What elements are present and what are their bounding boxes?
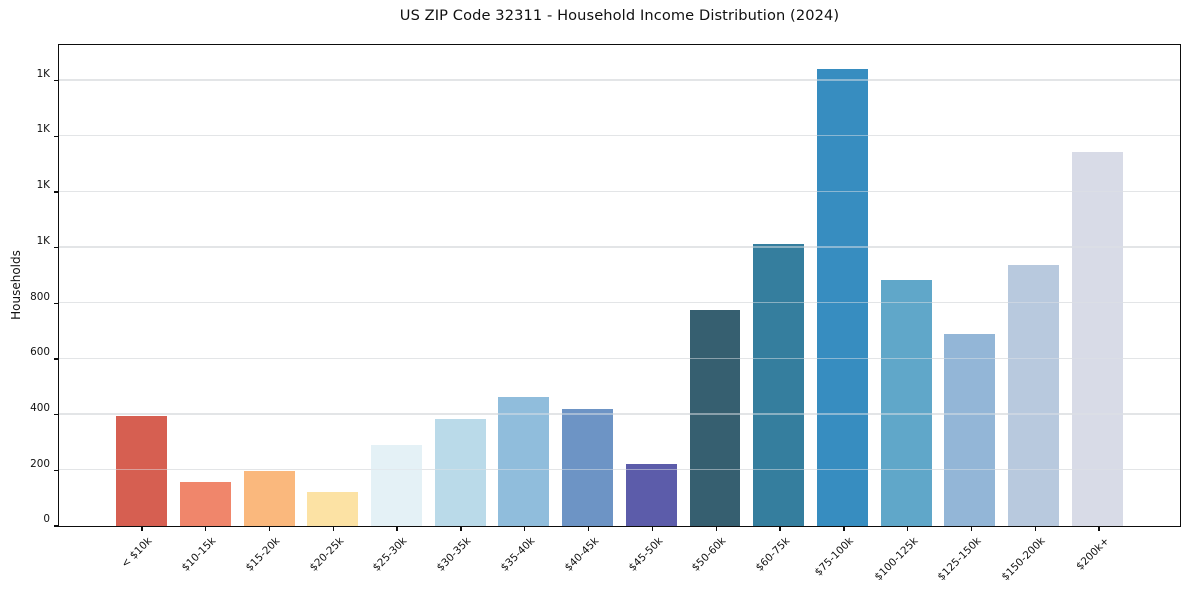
gridline-overlay — [59, 190, 1180, 192]
gridline-overlay — [59, 79, 1180, 81]
x-tick-label: $125-150k — [935, 535, 984, 584]
bar-45-50k — [625, 464, 677, 526]
x-tick-label: $45-50k — [626, 535, 665, 574]
y-tick-label: 1K — [36, 123, 50, 136]
x-tick-mark — [651, 526, 654, 531]
bar-200k — [1071, 152, 1123, 526]
x-tick-mark — [843, 526, 845, 531]
x-tick-label: < $10k — [119, 535, 155, 571]
x-tick-label: $60-75k — [753, 535, 793, 574]
x-tick-mark — [332, 526, 335, 531]
y-tick-label: 1K — [36, 234, 50, 247]
bar-slot — [1065, 45, 1129, 526]
x-tick-label: $35-40k — [498, 535, 538, 574]
plot-area: 0 200 400 600 800 1K 1K 1K 1K < $10k $10-15k $15-2… — [30, 44, 1181, 583]
x-tick-label: $100-125k — [872, 535, 921, 584]
chart-title: US ZIP Code 32311 - Household Income Dis… — [399, 7, 840, 24]
gridline-overlay — [59, 357, 1180, 359]
x-tick-mark — [779, 526, 781, 531]
y-tick-label: 1K — [36, 67, 50, 80]
y-tick-mark — [54, 358, 59, 360]
x-tick-label: $15-20k — [243, 535, 283, 574]
x-tick-mark — [1098, 526, 1100, 531]
y-tick-mark — [54, 469, 59, 472]
gridline-overlay — [59, 468, 1180, 471]
bar-slot — [365, 45, 429, 526]
gridline-overlay — [59, 413, 1180, 415]
y-tick-label: 1K — [36, 179, 50, 192]
x-tick-mark — [268, 526, 271, 531]
y-axis-label: Households — [9, 250, 23, 320]
x-tick-label: $150-200k — [999, 535, 1048, 584]
x-tick-label: $30-35k — [434, 535, 474, 574]
bar-35-40k — [498, 396, 550, 526]
bar-slot — [237, 45, 301, 526]
y-tick-mark — [54, 246, 59, 249]
y-tick-label: 800 — [30, 290, 50, 303]
x-tick-label: $40-45k — [562, 535, 602, 574]
bar-slot — [428, 45, 492, 526]
bar-150-200k — [1007, 265, 1059, 526]
y-tick-label: 0 — [43, 513, 50, 526]
bar-10k — [116, 415, 168, 526]
bar-slot — [301, 45, 365, 526]
bar-slot — [556, 45, 620, 526]
bar-slot — [492, 45, 556, 526]
gridline-overlay — [59, 134, 1180, 137]
x-tick-mark — [460, 526, 462, 531]
y-tick-label: 600 — [30, 346, 50, 359]
bar-slot — [174, 45, 238, 526]
bar-slot — [811, 45, 875, 526]
bar-40-45k — [562, 409, 614, 526]
y-tick-mark — [54, 302, 59, 304]
bar-slot — [747, 45, 811, 526]
x-tick-mark — [906, 526, 909, 531]
gridline-overlay — [59, 246, 1180, 248]
y-tick-mark — [54, 135, 59, 137]
bar-slot — [620, 45, 684, 526]
bar-slot — [874, 45, 938, 526]
x-tick-label: $75-100k — [812, 535, 857, 579]
bar-100-125k — [880, 280, 932, 526]
x-tick-label: $200k+ — [1073, 535, 1112, 573]
y-tick-mark — [54, 79, 59, 82]
x-tick-mark — [715, 526, 717, 531]
y-tick-label: 400 — [30, 401, 50, 414]
bars-row — [110, 45, 1129, 526]
bar-slot — [938, 45, 1002, 526]
x-tick-label: $25-30k — [370, 535, 410, 574]
y-tick-mark — [54, 191, 59, 193]
bar-125-150k — [944, 334, 996, 526]
x-tick-label: $10-15k — [179, 535, 219, 574]
x-tick-mark — [1034, 526, 1036, 531]
y-tick-mark — [54, 413, 59, 416]
x-tick-mark — [587, 526, 590, 531]
x-tick-mark — [396, 526, 398, 531]
x-tick-mark — [524, 526, 526, 531]
bar-15-20k — [243, 470, 295, 526]
bar-50-60k — [689, 310, 741, 526]
x-tick-mark — [141, 526, 143, 531]
bar-slot — [110, 45, 174, 526]
bar-20-25k — [307, 491, 359, 526]
bar-30-35k — [434, 419, 486, 526]
bar-75-100k — [816, 68, 868, 526]
bar-25-30k — [371, 445, 423, 526]
bar-slot — [683, 45, 747, 526]
bar-slot — [1002, 45, 1066, 526]
x-tick-label: $20-25k — [307, 535, 346, 574]
bar-60-75k — [753, 243, 805, 526]
y-tick-mark — [54, 525, 59, 527]
x-tick-mark — [205, 526, 207, 531]
bar-10-15k — [180, 482, 231, 526]
x-tick-label: $50-60k — [689, 535, 729, 574]
x-tick-mark — [970, 526, 973, 531]
y-tick-label: 200 — [30, 457, 50, 470]
gridline-overlay — [59, 301, 1180, 304]
